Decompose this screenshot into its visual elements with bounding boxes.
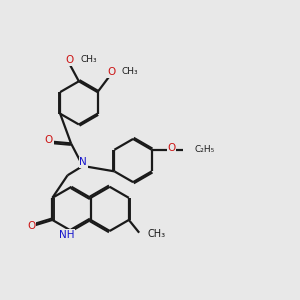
Text: O: O <box>27 221 35 231</box>
Text: CH₃: CH₃ <box>81 56 97 64</box>
Text: N: N <box>80 157 87 167</box>
Text: CH₃: CH₃ <box>147 229 165 239</box>
Text: NH: NH <box>59 230 74 240</box>
Text: CH₃: CH₃ <box>122 68 138 76</box>
Text: O: O <box>45 135 53 145</box>
Text: O: O <box>167 143 175 153</box>
Text: O: O <box>107 68 115 77</box>
Text: O: O <box>65 56 73 65</box>
Text: C₂H₅: C₂H₅ <box>195 145 215 154</box>
